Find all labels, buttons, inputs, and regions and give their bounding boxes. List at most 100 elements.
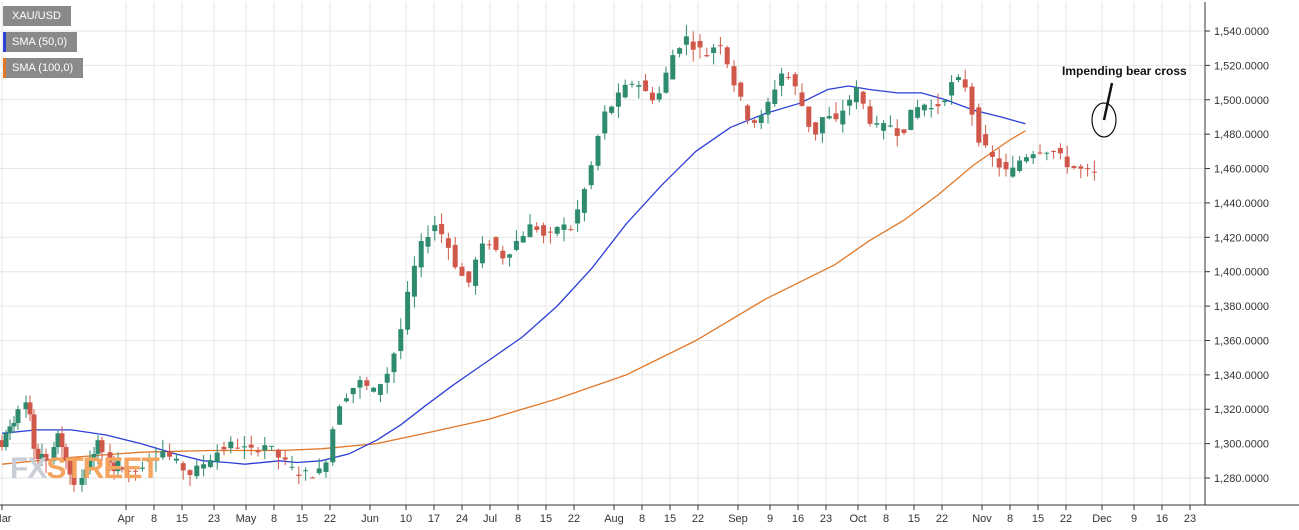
legend-label: XAU/USD xyxy=(12,10,61,22)
y-tick-label: 1,400.0000 xyxy=(1214,267,1269,279)
candle-down xyxy=(738,82,744,97)
candle-down xyxy=(309,477,315,479)
annotation-circle xyxy=(1091,102,1117,138)
candle-up xyxy=(228,441,234,449)
x-tick-label: 23 xyxy=(1184,513,1196,525)
candle-down xyxy=(63,447,69,461)
candle-down xyxy=(894,128,900,136)
candle-down xyxy=(452,244,458,268)
candle-down xyxy=(107,452,113,463)
candle-up xyxy=(146,460,152,462)
candle-down xyxy=(1085,168,1091,170)
candle-up xyxy=(921,104,927,111)
x-tick-label: 24 xyxy=(456,513,468,525)
candle-up xyxy=(79,478,85,485)
legend-swatch xyxy=(3,6,6,26)
y-tick-label: 1,460.0000 xyxy=(1214,164,1269,176)
x-tick-label: Oct xyxy=(849,513,866,525)
candle-up xyxy=(405,291,411,330)
candle-down xyxy=(466,271,472,283)
x-tick-label: 15 xyxy=(540,513,552,525)
candle-down xyxy=(1057,148,1063,154)
x-tick-label: 22 xyxy=(568,513,580,525)
candle-down xyxy=(962,79,968,88)
candle-up xyxy=(425,237,431,247)
candle-down xyxy=(860,91,866,104)
x-tick-label: 22 xyxy=(324,513,336,525)
candle-up xyxy=(207,460,213,467)
candle-up xyxy=(561,224,567,230)
candle-up xyxy=(636,85,642,87)
candle-up xyxy=(942,100,948,103)
candle-down xyxy=(1064,156,1070,168)
x-tick-label: Mar xyxy=(0,513,12,525)
candle-up xyxy=(581,189,587,213)
candle-down xyxy=(99,440,105,453)
candle-up xyxy=(357,380,363,388)
candle-up xyxy=(819,117,825,134)
candle-down xyxy=(255,450,261,453)
watermark-part2: STREET xyxy=(46,452,159,485)
x-tick-label: Apr xyxy=(117,513,134,525)
candle-up xyxy=(343,398,349,402)
candle-down xyxy=(493,237,499,250)
candle-down xyxy=(996,158,1002,168)
candle-up xyxy=(330,429,336,463)
candle-down xyxy=(541,225,547,236)
x-tick-label: 16 xyxy=(1156,513,1168,525)
candle-up xyxy=(160,451,166,458)
candle-up xyxy=(928,108,934,110)
candle-down xyxy=(1078,166,1084,169)
candle-up xyxy=(479,243,485,264)
sma50-line xyxy=(1,85,1026,465)
y-tick-label: 1,380.0000 xyxy=(1214,301,1269,313)
candle-down xyxy=(969,86,975,115)
y-tick-label: 1,420.0000 xyxy=(1214,232,1269,244)
x-tick-label: 15 xyxy=(664,513,676,525)
legend-sma100[interactable]: SMA (100,0) xyxy=(3,58,84,78)
candle-down xyxy=(799,92,805,106)
candle-down xyxy=(1003,161,1009,170)
candle-up xyxy=(371,387,377,392)
candle-down xyxy=(180,463,186,471)
candle-down xyxy=(221,446,227,450)
candle-down xyxy=(282,457,288,460)
candle-down xyxy=(690,41,696,50)
candle-up xyxy=(418,241,424,268)
candle-up xyxy=(115,460,121,472)
candle-up xyxy=(1044,152,1050,154)
candle-up xyxy=(826,116,832,119)
candle-up xyxy=(87,457,93,470)
y-tick-label: 1,300.0000 xyxy=(1214,439,1269,451)
y-tick-label: 1,360.0000 xyxy=(1214,335,1269,347)
candle-down xyxy=(439,224,445,235)
legend-xauusd[interactable]: XAU/USD xyxy=(3,6,71,26)
candle-down xyxy=(731,66,737,86)
sma50-path xyxy=(1,85,1026,465)
candle-up xyxy=(398,329,404,352)
sma100-path xyxy=(1,130,1026,465)
candle-up xyxy=(173,458,179,461)
x-tick-label: Sep xyxy=(728,513,748,525)
annotation: Impending bear cross xyxy=(1062,64,1187,138)
candle-up xyxy=(241,446,247,448)
x-tick-label: 15 xyxy=(908,513,920,525)
x-tick-label: 8 xyxy=(1007,513,1013,525)
candle-down xyxy=(111,462,117,472)
x-tick-label: 22 xyxy=(1060,513,1072,525)
x-tick-label: 8 xyxy=(271,513,277,525)
candle-up xyxy=(840,110,846,125)
candle-down xyxy=(643,80,649,92)
candle-up xyxy=(3,433,9,448)
legend-sma50[interactable]: SMA (50,0) xyxy=(3,32,78,52)
candle-up xyxy=(83,469,89,478)
x-tick-label: 8 xyxy=(515,513,521,525)
candle-up xyxy=(683,36,689,45)
candle-up xyxy=(507,254,513,258)
y-tick-label: 1,440.0000 xyxy=(1214,198,1269,210)
candle-down xyxy=(35,448,41,460)
candle-up xyxy=(1023,157,1029,162)
candle-down xyxy=(119,467,125,470)
candle-down xyxy=(867,106,873,124)
